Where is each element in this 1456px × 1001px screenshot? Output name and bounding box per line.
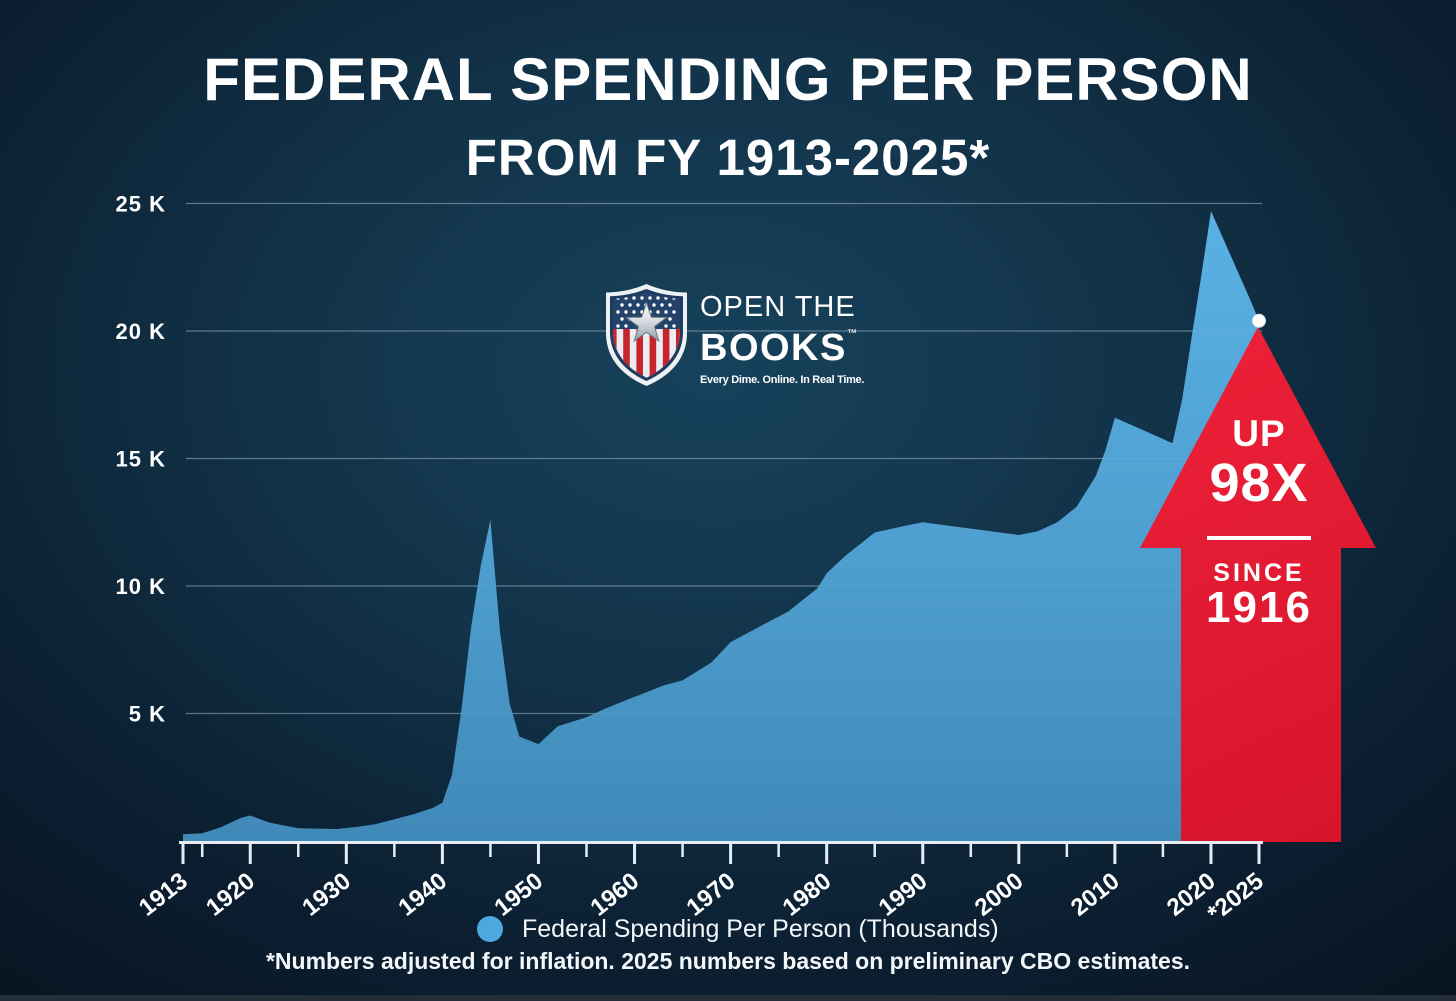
x-axis-label: 2000 <box>970 867 1029 921</box>
y-axis-label: 5 K <box>129 702 166 727</box>
logo-books: BOOKS™ <box>700 327 857 369</box>
x-axis-label: 2010 <box>1066 867 1125 921</box>
page-title: FEDERAL SPENDING PER PERSON <box>203 46 1253 113</box>
x-axis-label: 1960 <box>586 867 645 921</box>
y-axis-label: 10 K <box>116 574 166 599</box>
x-axis-label: 1950 <box>489 867 548 921</box>
x-axis-label: 1980 <box>778 867 837 921</box>
footnote: *Numbers adjusted for inflation. 2025 nu… <box>265 948 1191 974</box>
y-axis-label: 25 K <box>116 192 166 217</box>
y-axis-label: 20 K <box>116 319 166 344</box>
x-axis-label: 1940 <box>393 867 452 921</box>
trademark-symbol: ™ <box>846 328 857 339</box>
x-axis-label: 1970 <box>682 867 741 921</box>
annotation-up-label: UP <box>1232 413 1286 454</box>
x-axis-label: 1930 <box>297 867 356 921</box>
otb-logo-text: OPEN THE BOOKS™ Every Dime. Online. In R… <box>700 293 864 386</box>
y-axis-label: 15 K <box>116 447 166 472</box>
legend-marker <box>477 916 503 942</box>
page-subtitle: FROM FY 1913-2025* <box>465 129 991 186</box>
x-axis-label: 1920 <box>201 867 260 921</box>
endpoint-marker <box>1252 313 1266 328</box>
bottom-strip <box>0 995 1456 1001</box>
annotation-since-label: SINCE <box>1213 559 1305 587</box>
up-arrow-shape <box>1140 327 1376 842</box>
x-axis-label: 1990 <box>874 867 933 921</box>
annotation-multiplier: 98X <box>1209 453 1309 513</box>
annotation-since-year: 1916 <box>1206 583 1312 632</box>
x-axis-label: *2025 <box>1203 867 1269 927</box>
x-axis-label: 1913 <box>134 867 193 921</box>
logo-tagline: Every Dime. Online. In Real Time. <box>700 374 865 386</box>
otb-shield-icon <box>604 283 689 392</box>
legend-label: Federal Spending Per Person (Thousands) <box>522 915 999 943</box>
spending-area <box>183 211 1259 844</box>
annotation-divider <box>1207 536 1311 540</box>
logo-open-the: OPEN THE <box>700 291 856 323</box>
